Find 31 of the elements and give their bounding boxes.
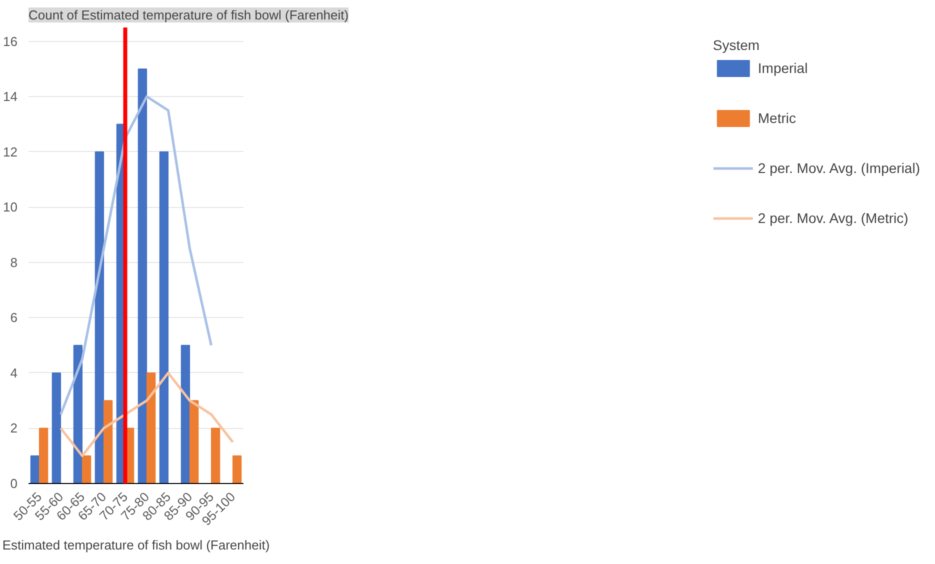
chart-title: Count of Estimated temperature of fish bowl (Farenheit): [28, 8, 349, 22]
bar: [146, 372, 156, 484]
y-tick-label: 16: [3, 34, 18, 49]
legend-label: 2 per. Mov. Avg. (Imperial): [758, 160, 920, 176]
bar: [103, 400, 113, 484]
bar: [232, 455, 242, 484]
y-tick-label: 12: [3, 144, 18, 160]
y-tick-label: 8: [10, 254, 18, 270]
bar: [159, 151, 169, 484]
y-tick-label: 10: [3, 200, 18, 215]
bar: [138, 68, 148, 484]
bar: [94, 151, 104, 484]
y-tick-label: 2: [10, 420, 18, 436]
legend-label: Imperial: [758, 60, 808, 76]
line-series: [60, 372, 234, 458]
legend-title: System: [712, 37, 761, 53]
bar: [180, 344, 190, 484]
line-series: [60, 95, 212, 416]
bar: [82, 455, 92, 484]
y-tick-label: 4: [10, 365, 18, 380]
y-tick-label: 6: [10, 310, 18, 326]
bar: [189, 400, 199, 484]
bar: [210, 428, 220, 484]
bar: [38, 428, 48, 484]
y-tick-label: 14: [3, 89, 18, 104]
bar: [30, 455, 40, 484]
x-axis-title: Estimated temperature of fish bowl (Farenheit): [2, 537, 270, 552]
bar: [52, 372, 62, 484]
legend-label: 2 per. Mov. Avg. (Metric): [758, 210, 908, 226]
y-tick-label: 0: [10, 476, 18, 491]
legend-label: Metric: [758, 110, 796, 126]
